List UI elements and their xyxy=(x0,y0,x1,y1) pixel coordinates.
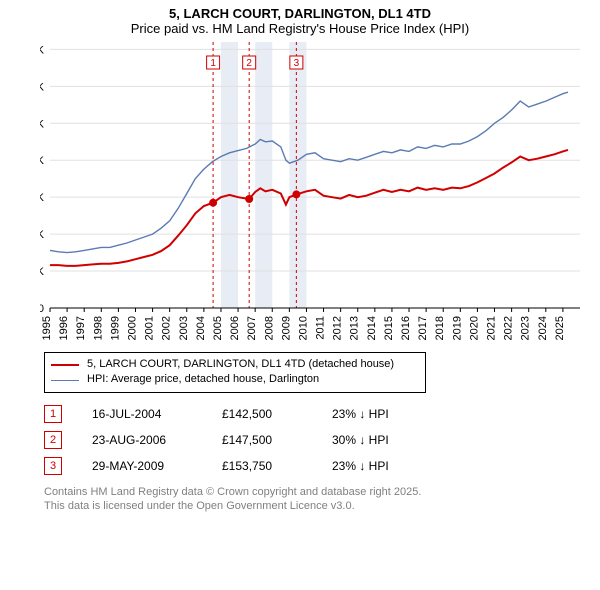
x-tick-label: 2024 xyxy=(537,316,549,340)
sale-date: 29-MAY-2009 xyxy=(92,459,222,473)
legend-swatch-hpi xyxy=(51,380,79,381)
series-hpi xyxy=(50,92,568,252)
attribution-line2: This data is licensed under the Open Gov… xyxy=(44,499,600,513)
chart-area: £0 £50K £100K £150K £200K £250K £300K £350K 1 2 3 1… xyxy=(40,36,588,346)
x-tick-label: 2007 xyxy=(246,316,258,340)
x-tick-label: 1997 xyxy=(75,316,87,340)
title-sub: Price paid vs. HM Land Registry's House … xyxy=(0,21,600,36)
series-price_paid xyxy=(50,150,568,266)
shade-band xyxy=(289,42,306,308)
y-tick-label: £300K xyxy=(40,81,45,93)
sale-vline-label: 1 xyxy=(210,58,216,69)
x-tick-label: 2004 xyxy=(195,316,207,340)
sale-date: 16-JUL-2004 xyxy=(92,407,222,421)
sale-vline-label: 2 xyxy=(246,58,252,69)
sale-delta: 23% ↓ HPI xyxy=(332,459,452,473)
legend-item-price-paid: 5, LARCH COURT, DARLINGTON, DL1 4TD (det… xyxy=(51,357,419,372)
x-tick-label: 2003 xyxy=(178,316,190,340)
y-tick-label: £250K xyxy=(40,118,45,130)
sale-marker-2: 2 xyxy=(44,431,62,449)
y-tick-label: £0 xyxy=(40,303,44,315)
x-tick-label: 2020 xyxy=(468,316,480,340)
x-tick-label: 2009 xyxy=(280,316,292,340)
sale-price: £142,500 xyxy=(222,407,332,421)
x-tick-label: 2016 xyxy=(400,316,412,340)
sales-row: 1 16-JUL-2004£142,50023% ↓ HPI xyxy=(44,401,600,427)
sale-price: £153,750 xyxy=(222,459,332,473)
title-main: 5, LARCH COURT, DARLINGTON, DL1 4TD xyxy=(0,6,600,21)
x-tick-label: 1995 xyxy=(41,316,53,340)
x-tick-label: 2018 xyxy=(434,316,446,340)
sale-date: 23-AUG-2006 xyxy=(92,433,222,447)
sale-vline-label: 3 xyxy=(294,58,300,69)
series-marker xyxy=(209,199,217,207)
series-marker xyxy=(245,195,253,203)
x-tick-label: 1999 xyxy=(109,316,121,340)
sales-table: 116-JUL-2004£142,50023% ↓ HPI223-AUG-200… xyxy=(44,401,600,479)
y-tick-label: £100K xyxy=(40,229,45,241)
x-tick-label: 2022 xyxy=(503,316,515,340)
shade-band xyxy=(255,42,272,308)
chart-title-block: 5, LARCH COURT, DARLINGTON, DL1 4TD Pric… xyxy=(0,0,600,36)
x-tick-label: 2015 xyxy=(383,316,395,340)
x-tick-label: 2017 xyxy=(417,316,429,340)
shade-band xyxy=(221,42,238,308)
attribution-line1: Contains HM Land Registry data © Crown c… xyxy=(44,485,600,499)
x-tick-label: 2008 xyxy=(263,316,275,340)
line-chart-svg: £0 £50K £100K £150K £200K £250K £300K £350K 1 2 3 1… xyxy=(40,36,588,346)
x-tick-label: 1998 xyxy=(92,316,104,340)
x-tick-label: 2019 xyxy=(451,316,463,340)
sale-price: £147,500 xyxy=(222,433,332,447)
legend-label-price-paid: 5, LARCH COURT, DARLINGTON, DL1 4TD (det… xyxy=(87,357,394,372)
y-tick-label: £150K xyxy=(40,192,45,204)
sale-marker-3: 3 xyxy=(44,457,62,475)
y-tick-label: £50K xyxy=(40,266,45,278)
sale-delta: 23% ↓ HPI xyxy=(332,407,452,421)
y-tick-label: £200K xyxy=(40,155,45,167)
x-tick-label: 2006 xyxy=(229,316,241,340)
x-tick-label: 1996 xyxy=(58,316,70,340)
legend-label-hpi: HPI: Average price, detached house, Darl… xyxy=(87,372,319,387)
x-tick-label: 2014 xyxy=(366,316,378,340)
y-tick-label: £350K xyxy=(40,44,45,56)
attribution: Contains HM Land Registry data © Crown c… xyxy=(44,485,600,514)
x-tick-label: 2025 xyxy=(554,316,566,340)
x-tick-label: 2011 xyxy=(315,316,327,340)
x-tick-label: 2002 xyxy=(161,316,173,340)
x-tick-label: 2023 xyxy=(520,316,532,340)
legend-item-hpi: HPI: Average price, detached house, Darl… xyxy=(51,372,419,387)
x-tick-label: 2012 xyxy=(332,316,344,340)
series-marker xyxy=(292,190,300,198)
x-tick-label: 2010 xyxy=(297,316,309,340)
x-tick-label: 2000 xyxy=(126,316,138,340)
x-tick-label: 2013 xyxy=(349,316,361,340)
sale-marker-1: 1 xyxy=(44,405,62,423)
x-tick-label: 2001 xyxy=(144,316,156,340)
sales-row: 2 23-AUG-2006£147,50030% ↓ HPI xyxy=(44,427,600,453)
x-tick-label: 2021 xyxy=(486,316,498,340)
legend: 5, LARCH COURT, DARLINGTON, DL1 4TD (det… xyxy=(44,352,426,393)
x-tick-label: 2005 xyxy=(212,316,224,340)
legend-swatch-price-paid xyxy=(51,364,79,366)
sales-row: 3 29-MAY-2009£153,75023% ↓ HPI xyxy=(44,453,600,479)
sale-delta: 30% ↓ HPI xyxy=(332,433,452,447)
